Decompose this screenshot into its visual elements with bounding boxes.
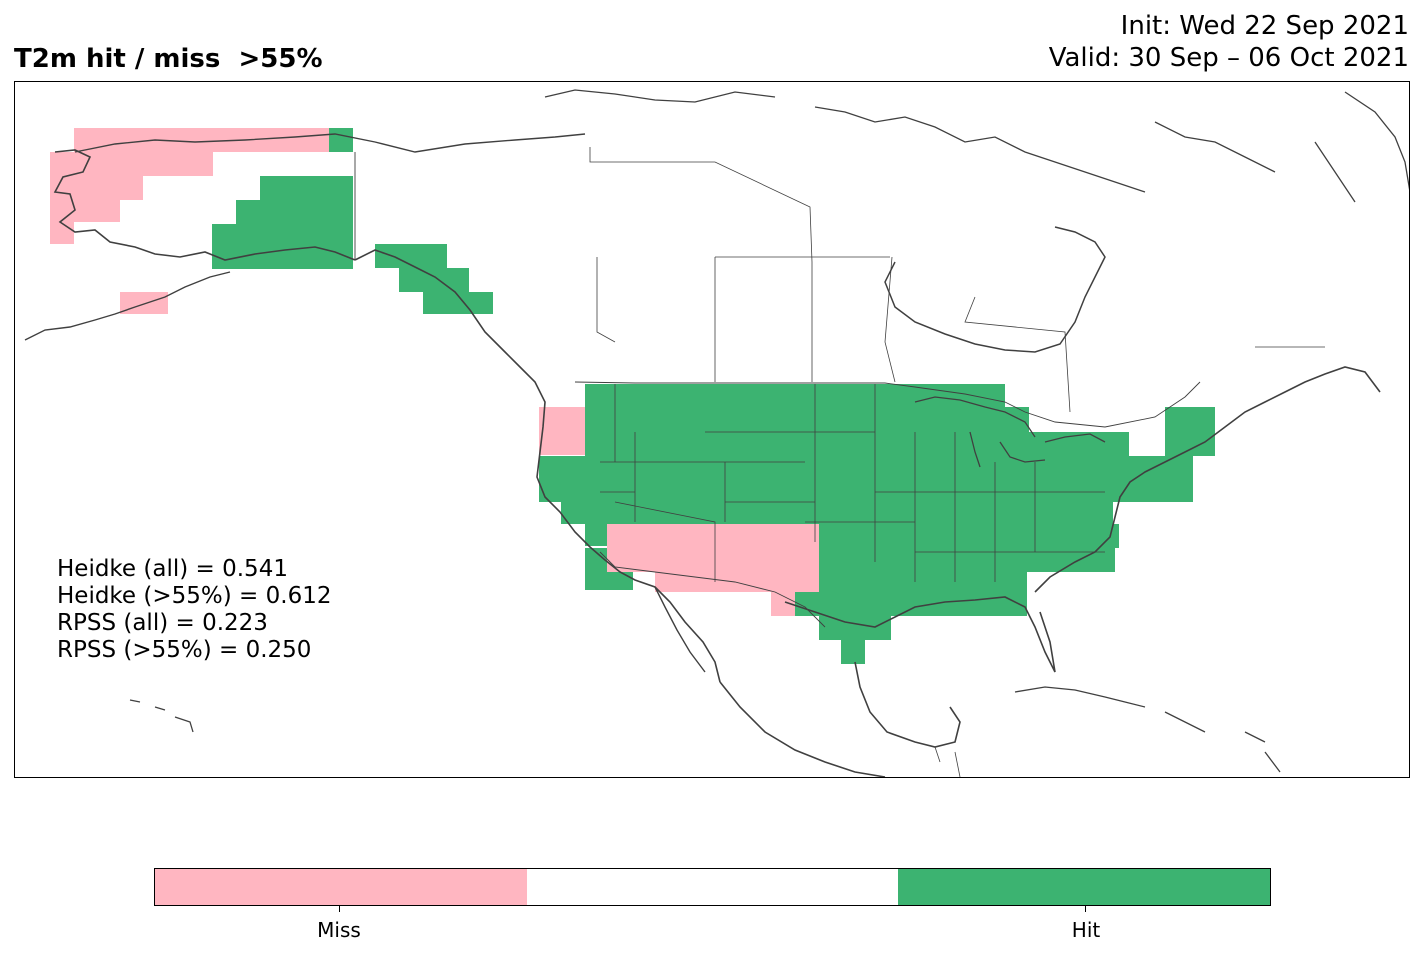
date-info: Init: Wed 22 Sep 2021 Valid: 30 Sep – 06… [1049, 10, 1409, 74]
hit-cell [819, 572, 1027, 594]
skill-scores: Heidke (all) = 0.541 Heidke (>55%) = 0.6… [57, 556, 331, 664]
hit-cell [561, 502, 607, 524]
hit-cell [375, 244, 447, 268]
miss-cell [120, 292, 168, 314]
miss-cell [655, 572, 795, 592]
init-date: Init: Wed 22 Sep 2021 [1120, 11, 1409, 41]
colorbar-tick-hit [1085, 906, 1086, 912]
us-canada-border [354, 152, 1201, 428]
hit-cell [819, 524, 1119, 548]
hit-cell [329, 128, 353, 152]
hit-cell [399, 268, 469, 292]
map-canvas [24, 89, 1409, 777]
hit-cell [841, 640, 865, 664]
hit-cell [585, 572, 633, 590]
hit-cell [260, 176, 353, 200]
arctic-islands [544, 89, 1409, 203]
hit-cell [539, 456, 1079, 502]
miss-cell [50, 176, 143, 200]
canada-provinces [589, 147, 1325, 413]
baja-peninsula [654, 586, 706, 673]
east-coast [1034, 366, 1381, 593]
great-lakes [914, 396, 1106, 468]
heidke-55: Heidke (>55%) = 0.612 [57, 583, 332, 609]
miss-cell [723, 524, 819, 572]
us-states [600, 384, 1105, 582]
colorbar-miss [155, 869, 527, 905]
hawaii [129, 699, 194, 733]
rpss-55: RPSS (>55%) = 0.250 [57, 637, 312, 663]
colorbar-label-hit: Hit [1071, 918, 1101, 942]
hit-cell [1005, 407, 1029, 456]
miss-cell [539, 407, 585, 455]
hit-cell [585, 384, 1005, 456]
miss-cell [74, 128, 329, 152]
map-title: T2m hit / miss >55% [14, 44, 323, 74]
miss-cell [631, 524, 723, 572]
hit-cell [819, 616, 891, 640]
hit-cell [423, 292, 493, 314]
miss-cell [795, 572, 819, 592]
hit-cell [1165, 407, 1215, 456]
hit-cell [236, 200, 353, 224]
hit-cell [1079, 456, 1193, 502]
colorbar-tick-miss [339, 906, 340, 912]
colorbar-hit [898, 869, 1271, 905]
hit-cell [727, 502, 1113, 524]
hit-cell [212, 224, 353, 269]
map-panel [14, 81, 1410, 778]
north-coast [74, 133, 586, 153]
caribbean [1014, 686, 1281, 773]
miss-cell [50, 222, 74, 244]
hudson-bay [884, 226, 1106, 353]
valid-date: Valid: 30 Sep – 06 Oct 2021 [1048, 43, 1409, 73]
hit-cell [1029, 432, 1129, 456]
hit-cell [795, 592, 1027, 616]
central-america [934, 746, 961, 777]
aleutian-coast [24, 271, 231, 341]
hit-cell [819, 548, 1115, 572]
gulf-coast [784, 596, 1056, 673]
colorbar-neutral [526, 869, 899, 905]
colorbar-label-miss: Miss [317, 918, 361, 942]
heidke-all: Heidke (all) = 0.541 [57, 556, 288, 582]
colorbar [154, 868, 1271, 906]
hit-miss-cells [50, 128, 1215, 664]
miss-cell [50, 200, 120, 222]
mexico-coast [719, 661, 961, 777]
boundaries [24, 89, 1409, 777]
mexico-border [599, 551, 826, 628]
west-coast [354, 249, 721, 683]
miss-cell [50, 152, 213, 176]
rpss-all: RPSS (all) = 0.223 [57, 610, 268, 636]
hit-cell [585, 524, 607, 546]
alaska-coast [53, 149, 356, 261]
